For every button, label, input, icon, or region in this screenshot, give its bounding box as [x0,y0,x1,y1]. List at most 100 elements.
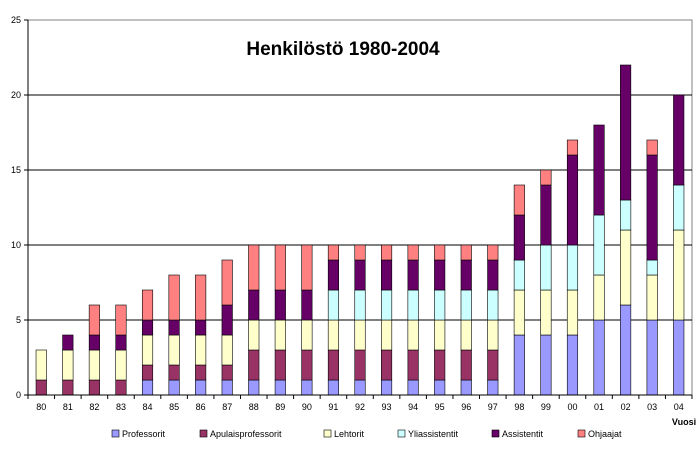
bar-segment [248,349,260,381]
bar-segment [381,289,393,321]
bar-segment [566,244,579,291]
x-tick-label: 99 [541,402,551,412]
bar-segment [673,229,685,321]
bar-segment [460,289,472,321]
y-tick-label: 0 [16,390,21,400]
bar-segment [168,379,180,396]
legend-swatch [111,429,120,438]
bar-segment [407,244,419,261]
bar-segment [301,319,313,351]
bar-segment [195,364,207,381]
bar-segment [566,334,579,396]
bar-segment [88,334,100,351]
bar-segment [274,244,286,291]
x-tick-label: 02 [621,402,631,412]
bar-segment [434,349,446,381]
bar-segment [566,154,579,246]
bar-segment [88,379,100,396]
bar-segment [301,349,313,381]
bar-segment [540,244,552,291]
bar-segment [248,289,260,321]
bar-segment [327,379,339,396]
bar-segment [540,184,552,246]
bar-segment [513,184,525,216]
bar-segment [646,139,658,156]
bar-segment [168,334,180,366]
x-tick-label: 87 [222,402,232,412]
bar-segment [115,379,127,396]
bar-segment [168,274,180,321]
bar-segment [327,319,339,351]
bar-segment [115,334,127,351]
x-tick-label: 90 [302,402,312,412]
x-tick-label: 85 [169,402,179,412]
bar-segment [354,244,366,261]
bar-segment [168,319,180,336]
bar-segment [248,319,260,351]
x-tick-label: 86 [196,402,206,412]
x-tick-label: 00 [567,402,577,412]
legend-swatch [199,429,208,438]
bar-segment [115,349,127,381]
y-tick-label: 10 [11,240,21,250]
legend-label: Assistentit [502,429,544,439]
bar-segment [381,349,393,381]
x-tick-label: 96 [461,402,471,412]
bar-segment [487,319,499,351]
bar-segment [646,259,658,276]
x-tick-label: 82 [89,402,99,412]
bar-segment [195,379,207,396]
bar-segment [487,379,499,396]
y-axis: 0 5 10 15 20 25 [11,15,29,400]
bar-segment [248,244,260,291]
x-axis: 80 81 82 83 84 85 86 87 88 89 90 91 92 93 94 95 96 97 98 99… [27,394,693,412]
bar-segment [407,259,419,291]
x-tick-label: 92 [355,402,365,412]
bar-segment [434,379,446,396]
bar-segment [487,349,499,381]
bar-segment [593,274,605,321]
bar-segment [195,319,207,336]
bar-segment [115,304,127,336]
bar-segment [354,379,366,396]
bar-segment [460,259,472,291]
bar-segment [62,379,74,396]
x-tick-label: 94 [408,402,418,412]
bar-segment [407,319,419,351]
bar-segment [620,229,632,306]
bar-segment [141,364,154,381]
bars [35,64,685,396]
bar-segment [513,289,525,336]
bar-segment [221,304,233,336]
bar-segment [434,244,446,261]
bar-segment [274,349,286,381]
bar-segment [460,379,472,396]
bar-segment [460,349,472,381]
bar-segment [673,319,685,396]
bar-segment [248,379,260,396]
bar-segment [327,289,339,321]
chart-title: Henkilöstö 1980-2004 [246,39,440,60]
bar-segment [434,319,446,351]
bar-segment [540,334,552,396]
bar-segment [434,289,446,321]
bar-segment [88,349,100,381]
legend-label: Ohjaajat [588,429,622,439]
bar-segment [540,289,552,336]
bar-segment [487,259,499,291]
bar-segment [274,379,286,396]
bar-segment [327,244,339,261]
bar-segment [646,154,658,261]
legend-label: Lehtorit [334,429,365,439]
bar-segment [35,349,47,381]
bar-segment [381,319,393,351]
bar-segment [62,334,74,351]
bar-segment [301,289,313,321]
bar-segment [141,289,154,321]
bar-segment [487,244,499,261]
bar-segment [566,139,579,156]
bar-segment [221,259,233,306]
bar-segment [460,244,472,261]
